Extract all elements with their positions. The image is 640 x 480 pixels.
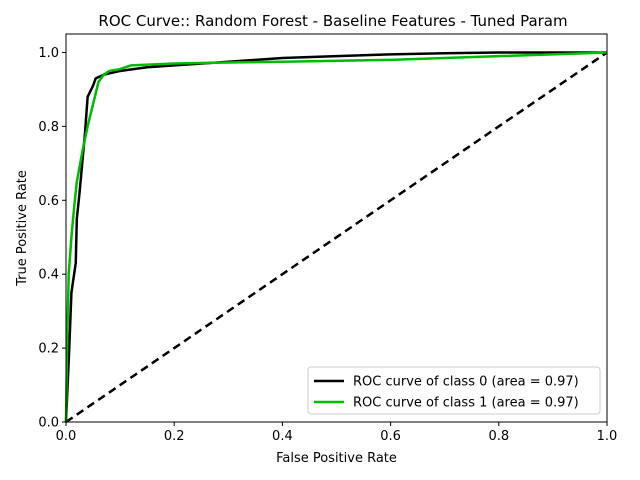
y-tick-label: 0.0 xyxy=(38,416,59,431)
y-tick-label: 0.2 xyxy=(38,342,59,357)
chance-line xyxy=(65,51,608,424)
legend: ROC curve of class 0 (area = 0.97) ROC c… xyxy=(307,366,601,415)
series-line-class-0 xyxy=(64,51,607,423)
y-axis-label: True Positive Rate xyxy=(15,170,30,287)
x-tick-label: 0.0 xyxy=(56,429,77,444)
x-tick-label: 0.6 xyxy=(380,429,401,444)
y-tick-label: 0.8 xyxy=(38,120,59,135)
legend-label-class-0: ROC curve of class 0 (area = 0.97) xyxy=(353,375,579,390)
y-tick-label: 1.0 xyxy=(38,46,59,61)
x-axis-label: False Positive Rate xyxy=(276,451,397,466)
x-tick-label: 0.8 xyxy=(488,429,509,444)
x-tick-label: 1.0 xyxy=(597,429,618,444)
legend-box xyxy=(307,366,601,415)
y-tick-label: 0.6 xyxy=(38,194,59,209)
series-line-class-1 xyxy=(64,51,608,423)
chart-title: ROC Curve:: Random Forest - Baseline Fea… xyxy=(98,12,567,30)
legend-label-class-1: ROC curve of class 1 (area = 0.97) xyxy=(353,396,579,411)
x-tick-label: 0.2 xyxy=(164,429,185,444)
y-tick-label: 0.4 xyxy=(38,268,59,283)
plot-frame xyxy=(65,33,608,423)
series-layer xyxy=(64,51,608,424)
y-axis: 0.0 0.2 0.4 0.6 0.8 1.0 xyxy=(38,46,66,431)
x-axis: 0.0 0.2 0.4 0.6 0.8 1.0 xyxy=(56,422,618,444)
x-tick-label: 0.4 xyxy=(272,429,293,444)
